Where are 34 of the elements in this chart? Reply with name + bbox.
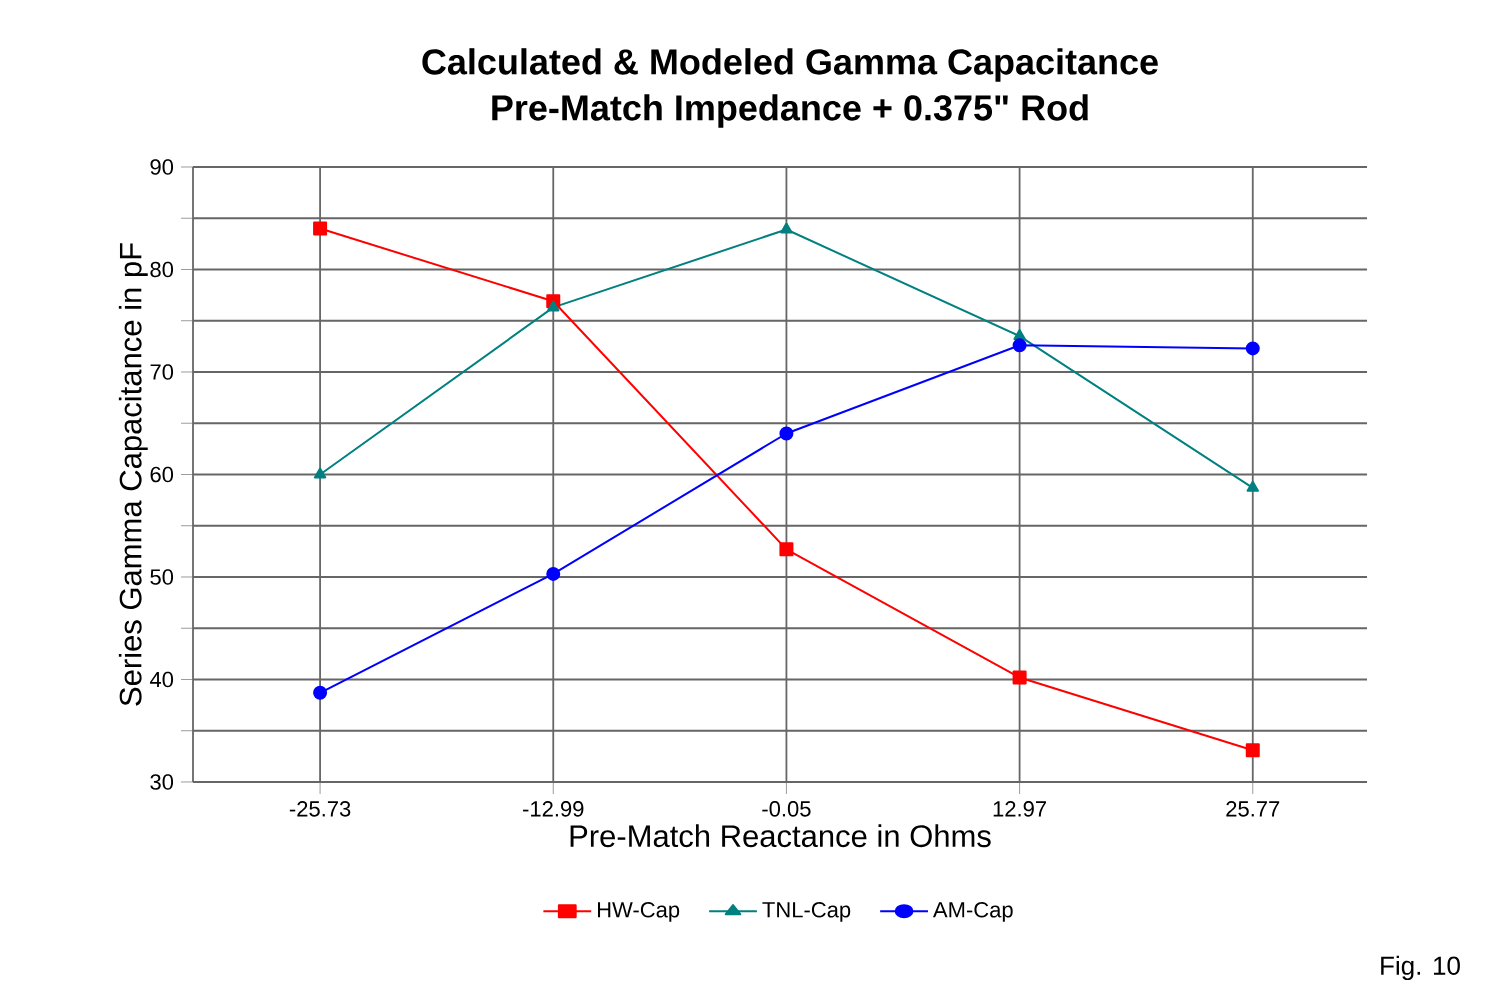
x-axis-title: Pre-Match Reactance in Ohms <box>570 824 991 848</box>
x-tick-label: -25.73 <box>289 801 351 817</box>
x-tick-label: -0.05 <box>762 801 811 817</box>
chart-title: Calculated & Modeled Gamma Capacitance <box>422 48 1158 82</box>
point <box>547 300 560 312</box>
legend-label: TNL-Cap <box>762 901 851 922</box>
y-tick-label: 80 <box>150 261 174 278</box>
point <box>780 222 793 234</box>
y-tick-label: 30 <box>150 774 174 790</box>
point <box>1245 341 1260 356</box>
y-tick-label: 90 <box>150 159 174 175</box>
x-tick-label: 25.77 <box>1226 801 1280 817</box>
y-axis-title: Series Gamma Capacitance in pF <box>118 243 148 706</box>
point <box>1013 329 1026 341</box>
point <box>1245 743 1260 758</box>
point <box>313 467 327 479</box>
point <box>313 221 328 236</box>
x-tick-label: 12.97 <box>993 801 1047 817</box>
y-tick-label: 40 <box>149 671 174 688</box>
y-tick-label: 70 <box>150 364 174 380</box>
point <box>1012 338 1027 353</box>
point <box>546 566 561 581</box>
legend-label: HW-Cap <box>598 901 680 922</box>
y-tick-label: 60 <box>150 466 174 483</box>
point <box>1012 670 1027 685</box>
x-tick-label: -12.99 <box>523 801 584 817</box>
y-tick-label: 50 <box>150 569 174 585</box>
chart-subtitle: Pre-Match Impedance + 0.375" Rod <box>492 94 1088 128</box>
legend-label: AM-Cap <box>932 901 1013 922</box>
point <box>779 426 794 441</box>
caption: Fig. 10 <box>1381 955 1460 981</box>
point <box>779 542 794 557</box>
point <box>1246 480 1259 492</box>
point <box>313 685 328 700</box>
